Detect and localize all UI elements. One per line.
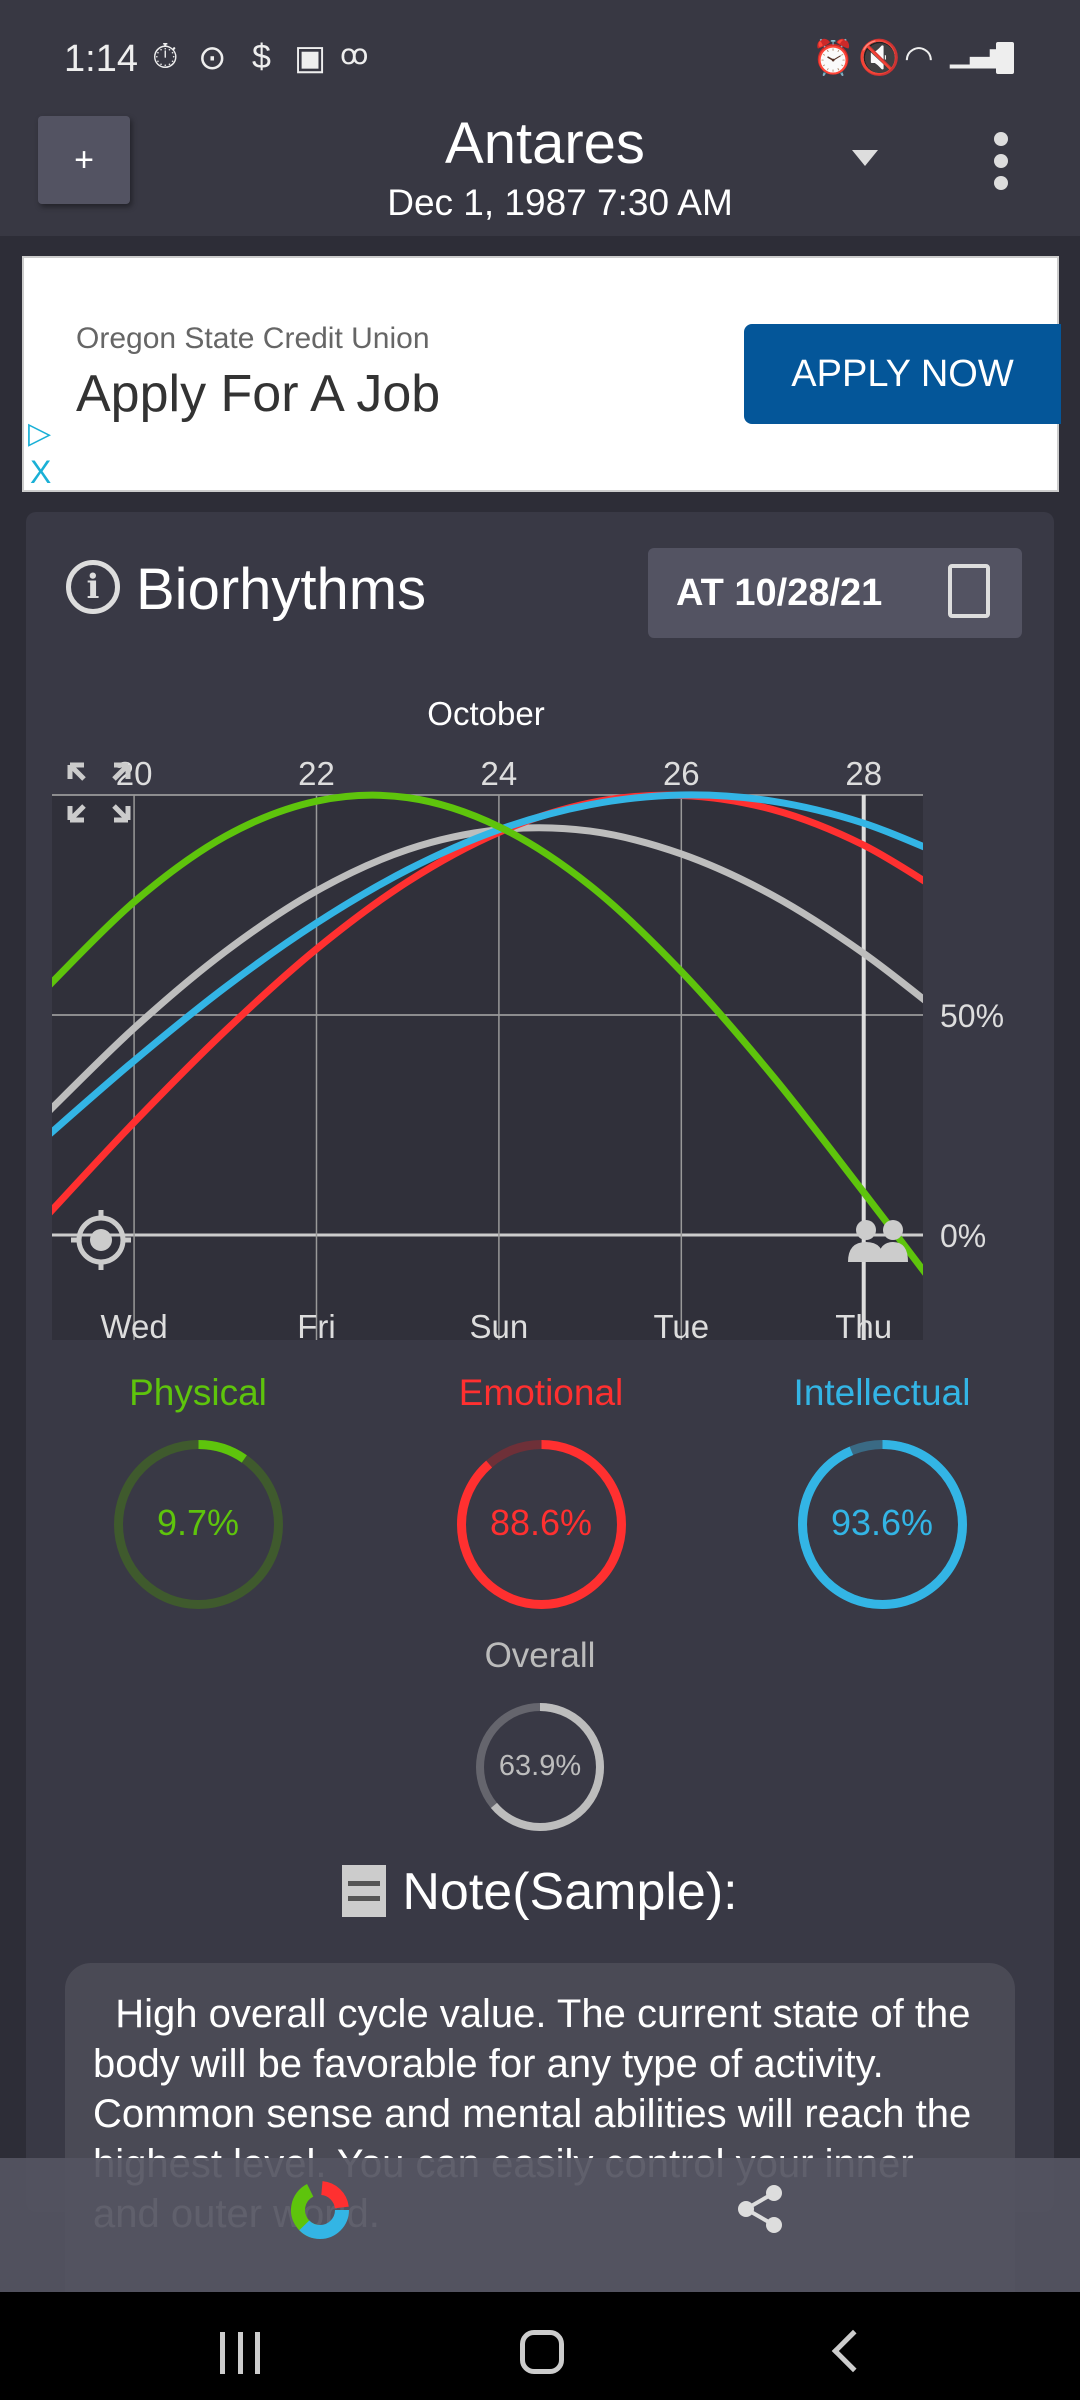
x-tick-top: 24 xyxy=(481,755,518,792)
fullscreen-icon[interactable] xyxy=(67,762,131,823)
ad-choices-icon[interactable]: ▷ xyxy=(28,417,52,450)
note-title: Note(Sample): xyxy=(402,1863,738,1921)
x-tick-bottom: Wed xyxy=(100,1308,167,1340)
physical-ring-progress xyxy=(113,1439,283,1609)
ad-banner[interactable]: Oregon State Credit Union Apply For A Jo… xyxy=(22,256,1061,492)
status-bar: 1:14 ⏱ ⊙ $ ▣ ꝏ ⏰ 🔇 ◠ ▁▃▅ xyxy=(0,0,1080,110)
locate-icon[interactable] xyxy=(71,1210,131,1270)
stopwatch-icon: ⏱ xyxy=(152,38,179,76)
more-options-icon[interactable] xyxy=(994,132,1014,198)
compare-people-icon[interactable] xyxy=(848,1220,908,1262)
physical-label: Physical xyxy=(129,1372,267,1413)
bottom-bar xyxy=(0,2158,1080,2292)
status-time: 1:14 xyxy=(64,38,138,80)
emotional-value: 88.6% xyxy=(489,1502,593,1544)
add-button[interactable]: + xyxy=(38,116,130,204)
x-tick-bottom: Sun xyxy=(470,1308,529,1340)
image-icon: ▣ xyxy=(294,39,327,77)
series-emotional xyxy=(52,791,923,1216)
physical-value: 9.7% xyxy=(156,1502,240,1544)
chart-title: October xyxy=(427,695,544,732)
share-icon[interactable] xyxy=(736,2184,786,2234)
emotional-ring-progress xyxy=(456,1439,626,1609)
dot xyxy=(90,1229,112,1251)
overall-ring xyxy=(476,1703,604,1831)
ticks xyxy=(71,1210,131,1270)
info-icon[interactable]: i xyxy=(66,560,120,614)
wifi-icon: ◠ xyxy=(904,39,934,77)
arrow xyxy=(112,762,131,781)
x-tick-top: 28 xyxy=(845,755,882,792)
chevron-down-icon[interactable] xyxy=(852,150,878,166)
card-title: Biorhythms xyxy=(136,557,427,622)
alarm-icon: ⏰ xyxy=(812,39,855,77)
incognito-icon: ꝏ xyxy=(340,39,369,70)
app-header: Antares Dec 1, 1987 7:30 AM + xyxy=(0,110,1080,236)
head xyxy=(883,1220,903,1240)
mute-icon: 🔇 xyxy=(858,39,901,77)
series-physical xyxy=(52,791,923,1276)
intellectual-label: Intellectual xyxy=(793,1372,971,1413)
x-tick-top: 22 xyxy=(298,755,335,792)
note-icon xyxy=(342,1865,387,1917)
system-nav-bar xyxy=(0,2292,1080,2400)
target-icon: ⊙ xyxy=(198,39,227,77)
profile-date: Dec 1, 1987 7:30 AM xyxy=(387,182,733,223)
home-button[interactable] xyxy=(520,2330,564,2374)
date-picker-label: AT 10/28/21 xyxy=(676,572,883,614)
arrow xyxy=(112,804,131,823)
ad-close-button[interactable]: X xyxy=(30,454,52,490)
emotional-label: Emotional xyxy=(458,1372,624,1413)
intellectual-ring xyxy=(797,1439,967,1609)
date-picker-button[interactable]: AT 10/28/21 xyxy=(648,548,1022,638)
plot-area xyxy=(52,795,923,1340)
overall-value: 63.9% xyxy=(498,1749,582,1782)
overall-ring-progress xyxy=(476,1703,604,1831)
biorhythm-logo-icon[interactable] xyxy=(288,2178,352,2242)
x-tick-bottom: Fri xyxy=(297,1308,335,1340)
y-tick: 50% xyxy=(940,998,1004,1034)
back-button[interactable] xyxy=(831,2329,875,2373)
overall-label: Overall xyxy=(484,1636,596,1675)
calendar-icon xyxy=(948,564,990,618)
physical-ring xyxy=(113,1439,283,1609)
arrow xyxy=(67,804,86,823)
ad-headline[interactable]: Apply For A Job xyxy=(76,365,441,423)
x-tick-bottom: Tue xyxy=(653,1308,709,1340)
y-tick: 0% xyxy=(940,1218,986,1254)
intellectual-ring-progress xyxy=(797,1439,967,1609)
body xyxy=(848,1242,908,1262)
emotional-ring xyxy=(456,1439,626,1609)
ad-advertiser: Oregon State Credit Union xyxy=(76,322,430,355)
biorhythm-chart[interactable]: 20Wed22Fri24Sun26Tue28Thu50%0%-50%Octobe… xyxy=(0,0,1080,1340)
battery-icon xyxy=(996,42,1014,74)
series-intellectual xyxy=(52,791,923,1137)
arrow xyxy=(67,762,86,781)
ad-apply-now-button[interactable]: APPLY NOW xyxy=(744,324,1061,424)
profile-title[interactable]: Antares xyxy=(445,111,645,176)
recent-apps-button[interactable] xyxy=(220,2332,260,2374)
x-tick-bottom: Thu xyxy=(835,1308,892,1340)
x-tick-top: 26 xyxy=(663,755,700,792)
note-heading: Note(Sample): xyxy=(0,1862,1080,1922)
dollar-icon: $ xyxy=(252,38,271,76)
intellectual-value: 93.6% xyxy=(830,1502,934,1544)
head xyxy=(856,1220,876,1240)
